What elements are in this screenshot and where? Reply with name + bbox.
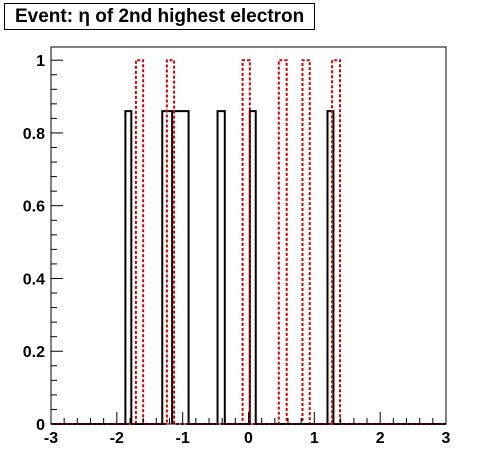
dashed-bin-1 xyxy=(167,60,174,424)
solid-bin-3 xyxy=(218,111,225,424)
x-tick-label: 0 xyxy=(244,430,253,447)
y-tick-label: 0.4 xyxy=(23,271,45,288)
series-layer xyxy=(51,59,446,425)
dashed-bin-0 xyxy=(136,60,143,424)
y-tick-label: 0.6 xyxy=(23,199,45,216)
chart-title: Event: η of 2nd highest electron xyxy=(4,3,316,30)
x-tick-label: 3 xyxy=(442,430,451,447)
y-tick-label: 0.8 xyxy=(23,126,45,143)
y-tick-label: 0.2 xyxy=(23,344,45,361)
solid-bin-0 xyxy=(125,111,131,424)
x-tick-label: -3 xyxy=(44,430,58,447)
y-tick-label: 0 xyxy=(36,417,45,434)
dashed-bin-3 xyxy=(279,60,287,424)
dashed-bin-5 xyxy=(332,60,340,424)
y-tick-label: 1 xyxy=(36,53,45,70)
dashed-bin-2 xyxy=(243,60,250,424)
axes-layer: 0 0.2 0.4 0.6 0.8 1 -3 -2 -1 0 1 2 3 xyxy=(23,46,451,447)
x-tick-label: 1 xyxy=(310,430,319,447)
x-tick-label: 2 xyxy=(376,430,385,447)
x-tick-label: -2 xyxy=(110,430,124,447)
dashed-bin-4 xyxy=(302,60,309,424)
x-tick-label: -1 xyxy=(176,430,190,447)
